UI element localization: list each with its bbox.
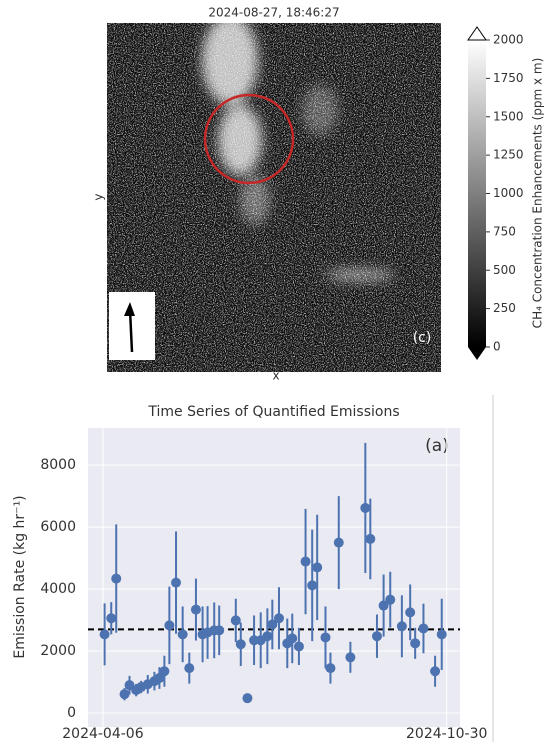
point — [293, 641, 304, 652]
point — [345, 652, 356, 663]
point — [360, 502, 371, 513]
point — [430, 666, 441, 677]
image-title: 2024-08-27, 18:46:27 — [208, 6, 339, 20]
plot-area — [88, 428, 460, 727]
point — [214, 625, 225, 636]
colorbar-extend — [467, 26, 487, 41]
point — [385, 594, 396, 605]
colorbar-extend — [468, 347, 486, 360]
colorbar-tick-label: 0 — [493, 340, 501, 354]
point — [410, 638, 421, 649]
y-tick-label: 6000 — [40, 519, 76, 535]
y-tick-label: 0 — [67, 705, 76, 721]
y-label: y — [92, 193, 106, 200]
colorbar-tick-label: 1250 — [493, 148, 524, 162]
y-tick-label: 2000 — [40, 643, 76, 659]
x-tick-label: 2024-04-06 — [62, 726, 143, 742]
colorbar-tick-label: 1500 — [493, 109, 524, 123]
panel-label: (c) — [413, 330, 432, 346]
point — [190, 604, 201, 615]
plume-image — [107, 23, 441, 372]
point — [171, 577, 182, 588]
point — [378, 600, 389, 611]
point — [287, 633, 298, 644]
point — [307, 580, 318, 591]
point — [312, 562, 323, 573]
point — [164, 620, 175, 631]
point — [235, 639, 246, 650]
colorbar — [468, 40, 486, 347]
point — [242, 693, 253, 704]
point — [325, 663, 336, 674]
point — [119, 689, 130, 700]
point — [418, 623, 429, 634]
colorbar-label: CH₄ Concentration Enhancements (ppm x m) — [531, 58, 545, 329]
colorbar-tick-label: 1000 — [493, 186, 524, 200]
point — [320, 632, 331, 643]
point — [333, 537, 344, 548]
point — [111, 573, 122, 584]
point — [184, 663, 195, 674]
point — [436, 629, 447, 640]
point — [267, 619, 278, 630]
highlight-circle — [203, 93, 295, 185]
point — [396, 621, 407, 632]
y-tick-label: 8000 — [40, 457, 76, 473]
point — [371, 631, 382, 642]
y-axis-title: Emission Rate (kg hr⁻¹) — [12, 495, 28, 658]
point — [405, 607, 416, 618]
point — [177, 629, 188, 640]
x-label: x — [272, 369, 279, 383]
point — [230, 615, 241, 626]
colorbar-tick-label: 250 — [493, 301, 516, 315]
panel-label: (a) — [425, 436, 449, 456]
y-tick-label: 4000 — [40, 581, 76, 597]
point — [273, 613, 284, 624]
colorbar-tick-label: 750 — [493, 224, 516, 238]
colorbar-tick-label: 2000 — [493, 33, 524, 47]
point — [99, 629, 110, 640]
point — [159, 666, 170, 677]
colorbar-tick-label: 500 — [493, 263, 516, 277]
point — [262, 631, 273, 642]
colorbar-tick-label: 1750 — [493, 71, 524, 85]
point — [106, 613, 117, 624]
point — [365, 533, 376, 544]
chart-title: Time Series of Quantified Emissions — [147, 404, 399, 420]
point — [300, 556, 311, 567]
x-tick-label: 2024-10-30 — [406, 726, 487, 742]
